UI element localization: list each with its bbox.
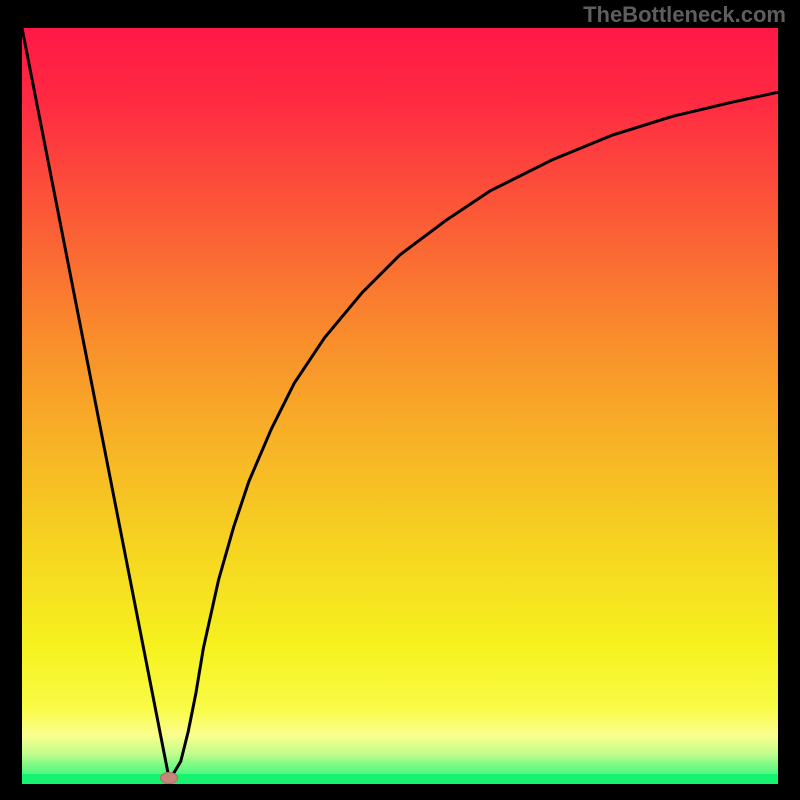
watermark-text: TheBottleneck.com xyxy=(583,2,786,28)
chart-container: TheBottleneck.com xyxy=(0,0,800,800)
curve-svg xyxy=(22,28,778,784)
bottleneck-curve xyxy=(22,28,778,780)
plot-area xyxy=(22,28,778,784)
